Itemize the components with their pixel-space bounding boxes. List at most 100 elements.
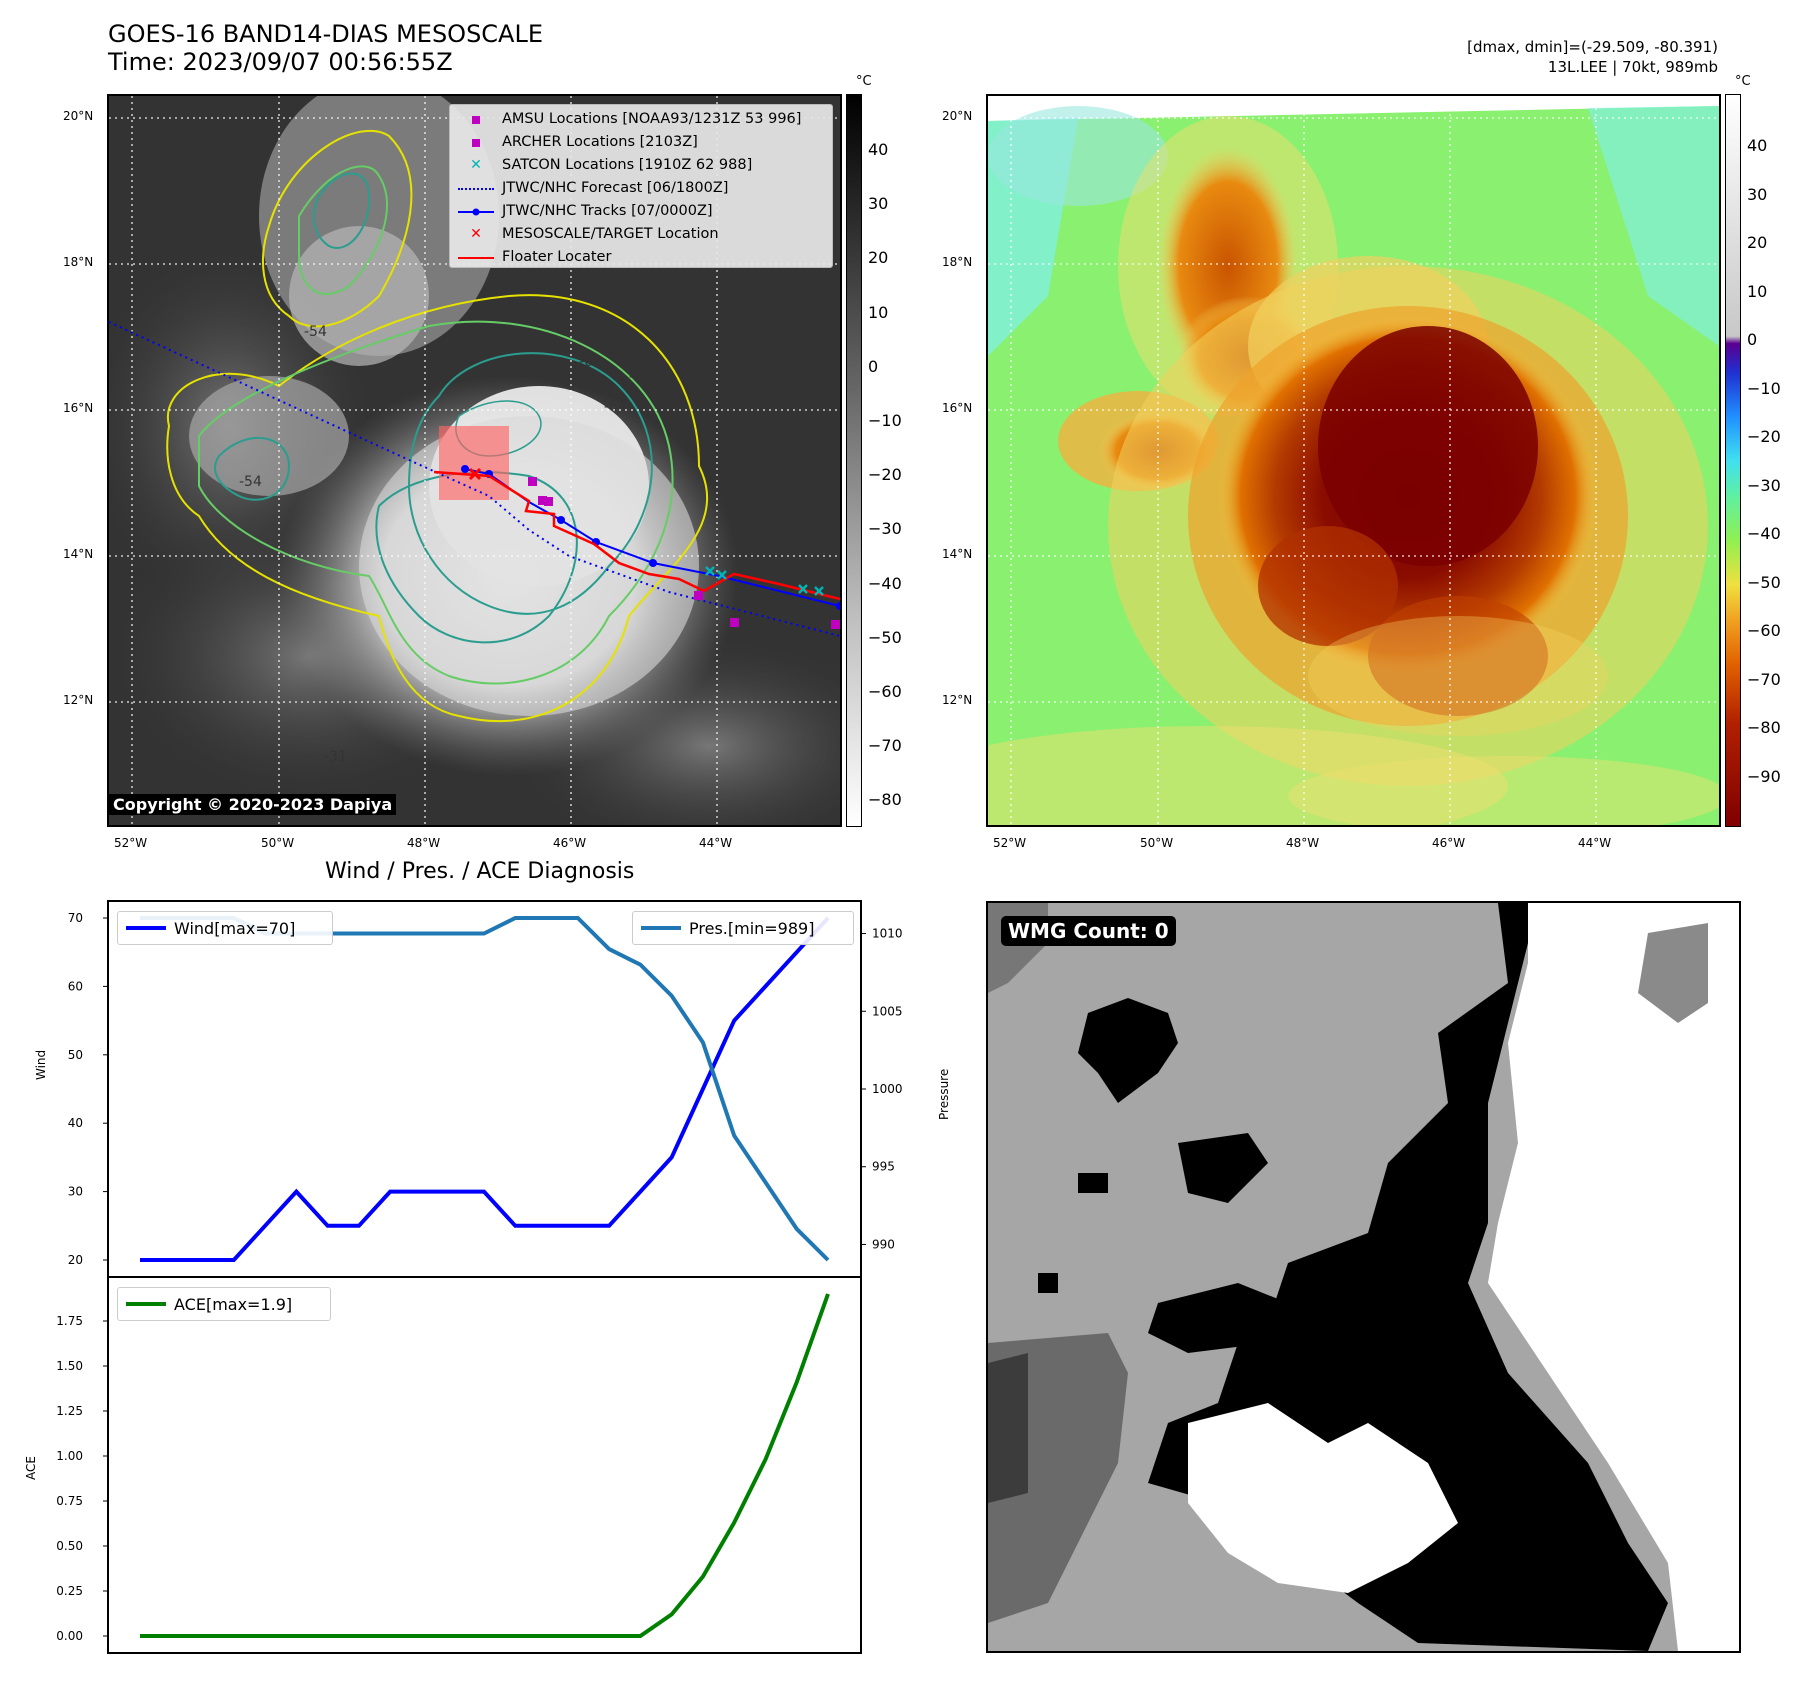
lat-label: 20°N [63,109,94,123]
ace-tick-label: 0.50 [56,1539,83,1553]
colorbar-tick-label: −30 [868,519,902,539]
pressure-tick-label: 995 [872,1160,895,1174]
pressure-tick-label: 1000 [872,1082,903,1096]
ace-axes-frame [107,1276,862,1654]
contour-label: -64 [579,354,602,370]
mesoscale-target-box [439,426,509,500]
lon-label: 52°W [993,836,1027,850]
colorbar-tick-label: 40 [868,140,889,159]
colorbar-tick-label: 10 [868,302,889,322]
ace-tick-label: 0.75 [56,1494,83,1508]
wind-plot: 20 30 40 50 60 70 990 995 1000 1005 1010 [68,911,903,1267]
mesoscale-target-marker [468,467,482,481]
color-colorbar [1725,94,1741,827]
ace-tick-label: 1.50 [56,1359,83,1373]
legend-item-tracks: JTWC/NHC Tracks [07/0000Z] [450,200,832,223]
colorbar-tick-label: −70 [1747,669,1781,689]
lat-label: 18°N [942,255,973,269]
colorbar-tick-label: 30 [868,194,889,214]
gray-colorbar-unit: °C [856,74,872,89]
colorbar-tick-label: −10 [868,411,902,430]
dmax-dmin-label: [dmax, dmin]=(-29.509, -80.391) [1467,38,1718,56]
amsu-archer-points [528,477,840,629]
colorbar-tick-label: −50 [1747,572,1781,592]
lat-label: 16°N [942,401,973,415]
wmg-map-svg [988,903,1739,1651]
colorbar-tick-label: −80 [868,790,902,810]
colorbar-tick-label: 0 [1747,330,1758,349]
copyright-label: Copyright © 2020-2023 Dapiya [109,794,397,815]
ace-series-line [140,1293,830,1638]
wind-series-line [140,916,830,1262]
ace-tick-label: 0.00 [56,1629,83,1643]
ace-tick-label: 1.75 [56,1314,83,1328]
lon-label: 52°W [114,836,148,850]
colorbar-tick-label: −60 [1747,621,1781,640]
colorbar-tick-label: −30 [1747,475,1781,495]
figure-title: GOES-16 BAND14-DIAS MESOSCALE [108,20,544,48]
wmg-count-badge: WMG Count: 0 [1001,916,1176,946]
ace-tick-label: 1.25 [56,1404,83,1418]
pressure-tick-label: 990 [872,1237,895,1251]
pressure-series-line [140,916,830,1262]
map-legend: AMSU Locations [NOAA93/1231Z 53 996] ARC… [449,104,833,268]
ir-color-map [986,94,1721,827]
contour-label: -54 [304,324,327,340]
wind-tick-label: 20 [68,1253,83,1267]
lat-label: 14°N [942,547,973,561]
ace-legend: ACE[max=1.9] [117,1287,331,1321]
storm-info-label: 13L.LEE | 70kt, 989mb [1547,58,1718,76]
colorbar-tick-label: −40 [868,573,902,593]
ace-tick-label: 1.00 [56,1449,83,1463]
wind-pres-axes-frame [107,900,862,1278]
wmg-panel: WMG Count: 0 [986,901,1741,1653]
lat-label: 12°N [63,693,94,707]
legend-item-floater: Floater Locater [450,246,832,269]
lat-label: 18°N [63,255,94,269]
colorbar-tick-label: −20 [1747,427,1781,446]
colorbar-tick-label: 40 [1747,136,1768,155]
colorbar-tick-label: 10 [1747,281,1768,301]
lat-label: 12°N [942,693,973,707]
lon-label: 48°W [1286,836,1320,850]
ace-tick-label: 0.25 [56,1584,83,1598]
colorbar-tick-label: 20 [1747,233,1768,252]
pressure-legend: Pres.[min=989] [632,911,854,945]
lon-label: 46°W [553,836,587,850]
forecast-track [109,321,840,637]
pressure-tick-label: 1005 [872,1004,903,1018]
legend-item-forecast: JTWC/NHC Forecast [06/1800Z] [450,177,832,200]
lon-label: 50°W [1140,836,1174,850]
wind-tick-label: 40 [68,1116,83,1130]
floater-locater-track [433,470,840,601]
colorbar-tick-label: −60 [868,682,902,701]
wind-tick-label: 70 [68,911,83,925]
color-colorbar-unit: °C [1735,74,1751,89]
contour-label: -31 [324,749,347,765]
ir-grayscale-map: -54 -31 -64 -54 -64 -54 -31 [107,94,842,827]
gray-colorbar [846,94,862,827]
diagnosis-title: Wind / Pres. / ACE Diagnosis [325,859,635,884]
colorbar-tick-label: −80 [1747,718,1781,737]
legend-item-archer: ARCHER Locations [2103Z] [450,131,832,154]
lon-label: 46°W [1432,836,1466,850]
lon-label: 44°W [699,836,733,850]
lat-label: 14°N [63,547,94,561]
wind-tick-label: 30 [68,1185,83,1199]
legend-item-satcon: ✕ SATCON Locations [1910Z 62 988] [470,157,753,173]
lat-label: 16°N [63,401,94,415]
figure-time: Time: 2023/09/07 00:56:55Z [108,48,453,76]
lon-label: 44°W [1578,836,1612,850]
contour-label: -64 [604,399,627,415]
contour-label: -54 [629,369,652,385]
lon-label: 50°W [261,836,295,850]
wind-tick-label: 60 [68,979,83,993]
satcon-points [705,566,824,596]
lon-label: 48°W [407,836,441,850]
legend-item-amsu: AMSU Locations [NOAA93/1231Z 53 996] [450,108,832,131]
colorbar-tick-label: 0 [868,356,879,376]
colorbar-tick-label: −20 [868,465,902,485]
contour-label: -54 [239,474,262,490]
colorbar-tick-label: −10 [1747,378,1781,398]
colorbar-tick-label: −90 [1747,766,1781,786]
